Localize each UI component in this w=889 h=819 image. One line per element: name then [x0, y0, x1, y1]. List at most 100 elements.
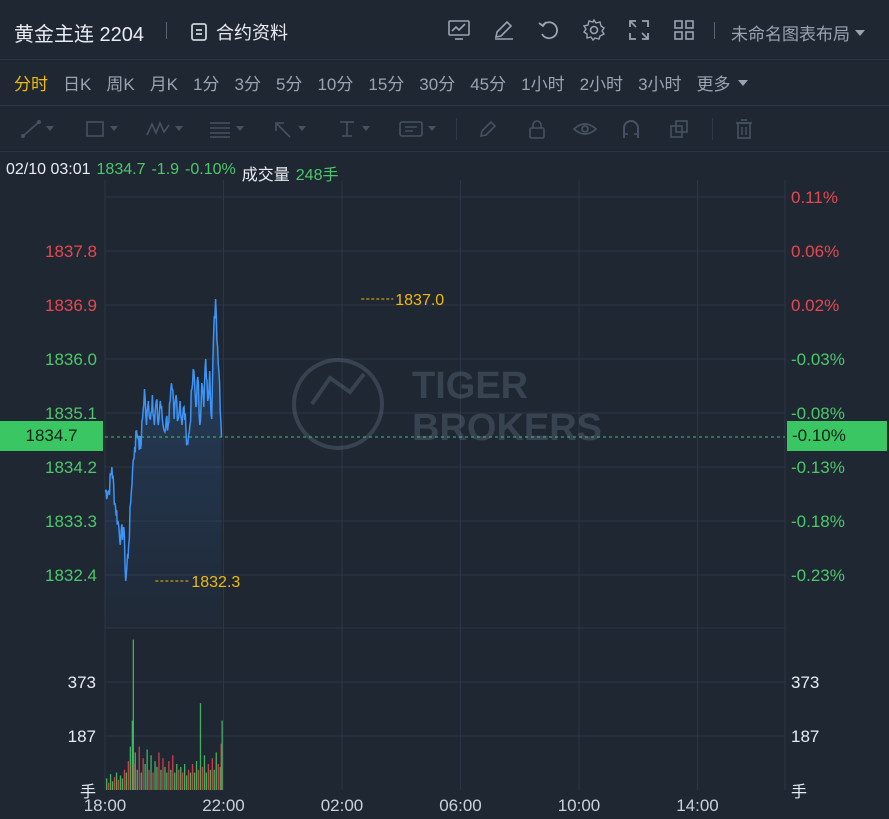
price-tick-label: 1832.4: [45, 566, 97, 585]
price-tick-label: 1837.8: [45, 242, 97, 261]
brush-icon[interactable]: [477, 118, 499, 140]
volume-bar: [195, 761, 198, 790]
chart-template-icon[interactable]: [445, 16, 473, 44]
settings-icon[interactable]: [580, 16, 608, 44]
tab-timeframe[interactable]: 1分: [193, 75, 220, 94]
symbol-title[interactable]: 黄金主连 2204: [14, 24, 145, 46]
volume-bar: [207, 764, 209, 790]
quote-price: 1834.7: [96, 161, 146, 178]
tab-timeframe[interactable]: 45分: [470, 75, 507, 94]
volume-bar: [146, 749, 148, 790]
volume-bar: [174, 772, 176, 790]
grid-layout-icon[interactable]: [670, 16, 698, 44]
volume-bar: [187, 769, 190, 791]
chart-header: 黄金主连 2204 合约资料 未命名图表布局: [0, 0, 889, 60]
volume-label: 成交量: [241, 167, 290, 184]
rectangle-icon[interactable]: [84, 118, 118, 140]
document-icon: [191, 23, 207, 41]
volume-bar: [140, 772, 142, 790]
volume-bar: [184, 764, 186, 790]
eye-icon[interactable]: [572, 118, 598, 140]
tab-timeframe[interactable]: 日K: [63, 75, 92, 94]
arrow-icon[interactable]: [272, 118, 306, 140]
tab-timeframe[interactable]: 月K: [149, 75, 179, 94]
volume-bar: [131, 720, 133, 790]
x-tick-label: 14:00: [676, 796, 719, 815]
contract-info-label: 合约资料: [216, 23, 288, 43]
pct-tick-label: -0.13%: [791, 458, 845, 477]
price-tick-label: 1834.2: [45, 458, 97, 477]
last-price-tag: 1834.7: [0, 421, 103, 451]
x-tick-label: 18:00: [84, 796, 127, 815]
text-vertical-icon[interactable]: [336, 118, 370, 140]
watermark-line-1: TIGER: [412, 365, 528, 407]
copy-icon[interactable]: [668, 118, 690, 140]
divider: [714, 22, 715, 39]
volume-bar: [127, 761, 129, 790]
volume-bar: [144, 764, 146, 790]
trendline-icon[interactable]: [20, 118, 54, 140]
volume-bars: [106, 639, 223, 791]
volume-bar: [215, 752, 217, 790]
pct-tick-label: 0.02%: [791, 296, 839, 315]
volume-bar: [108, 782, 110, 790]
tab-timeframe[interactable]: 5分: [275, 75, 303, 94]
tab-timeframe[interactable]: 30分: [419, 75, 456, 94]
fib-icon[interactable]: [208, 118, 244, 140]
watermark: TIGER BROKERS: [292, 358, 602, 450]
volume-tick-label: 187: [791, 727, 819, 746]
quote-change-pct: -0.10%: [185, 161, 236, 178]
x-tick-label: 22:00: [202, 796, 245, 815]
tab-timeframe[interactable]: 1小时: [521, 75, 565, 94]
volume-bar: [106, 778, 108, 790]
volume-bar: [209, 769, 211, 791]
fullscreen-icon[interactable]: [625, 16, 653, 44]
edit-icon[interactable]: [490, 16, 518, 44]
layout-selector[interactable]: 未命名图表布局: [731, 20, 866, 45]
tab-timeframe[interactable]: 周K: [106, 75, 135, 94]
price-chart[interactable]: TIGER BROKERS 1837.0 1832.3 1837.8 1836.9…: [0, 180, 889, 819]
volume-bar: [182, 772, 184, 790]
tab-timeframe[interactable]: 10分: [317, 75, 354, 94]
volume-bar: [133, 764, 135, 790]
volume-bar: [220, 743, 222, 790]
tab-timeframe[interactable]: 分时: [14, 75, 48, 94]
layout-name: 未命名图表布局: [731, 25, 850, 44]
volume-bar: [142, 758, 144, 790]
contract-info-button[interactable]: 合约资料: [190, 19, 288, 45]
volume-bar: [168, 761, 170, 790]
price-line: [104, 298, 223, 582]
volume-bar: [113, 777, 116, 790]
magnet-icon[interactable]: [620, 118, 642, 140]
undo-icon[interactable]: [535, 16, 563, 44]
volume-bar: [172, 755, 174, 790]
x-tick-label: 06:00: [439, 796, 482, 815]
tab-timeframe[interactable]: 3分: [234, 75, 261, 94]
volume-bar: [189, 772, 192, 790]
more-timeframes-button[interactable]: 更多: [697, 70, 749, 95]
volume-bar: [170, 769, 172, 791]
price-tick-label: 1836.9: [45, 296, 97, 315]
annotation-icon[interactable]: [398, 118, 436, 140]
volume-bar: [186, 775, 188, 790]
last-pct-tag: -0.10%: [787, 421, 887, 451]
volume-bar: [197, 769, 200, 791]
tab-timeframe[interactable]: 2小时: [579, 75, 624, 94]
volume-bar: [162, 758, 164, 790]
quote-info-bar: 02/10 03:01 1834.7 -1.9 -0.10% 成交量 248手: [6, 161, 338, 185]
quote-datetime: 02/10 03:01: [6, 161, 91, 178]
tab-timeframe[interactable]: 15分: [368, 75, 405, 94]
volume-bar: [129, 746, 131, 790]
price-tick-label: 1836.0: [45, 350, 97, 369]
volume-bar: [136, 769, 138, 791]
caret-down-icon: [737, 79, 748, 86]
tab-timeframe[interactable]: 3小时: [638, 75, 682, 94]
x-tick-label: 10:00: [558, 796, 601, 815]
pct-tick-label: -0.03%: [791, 350, 845, 369]
trash-icon[interactable]: [733, 118, 755, 140]
high-price-label: 1837.0: [395, 292, 444, 309]
volume-bar: [201, 766, 204, 790]
pattern-icon[interactable]: [145, 118, 183, 140]
lock-icon[interactable]: [526, 118, 548, 140]
volume-tick-label: 373: [791, 673, 819, 692]
